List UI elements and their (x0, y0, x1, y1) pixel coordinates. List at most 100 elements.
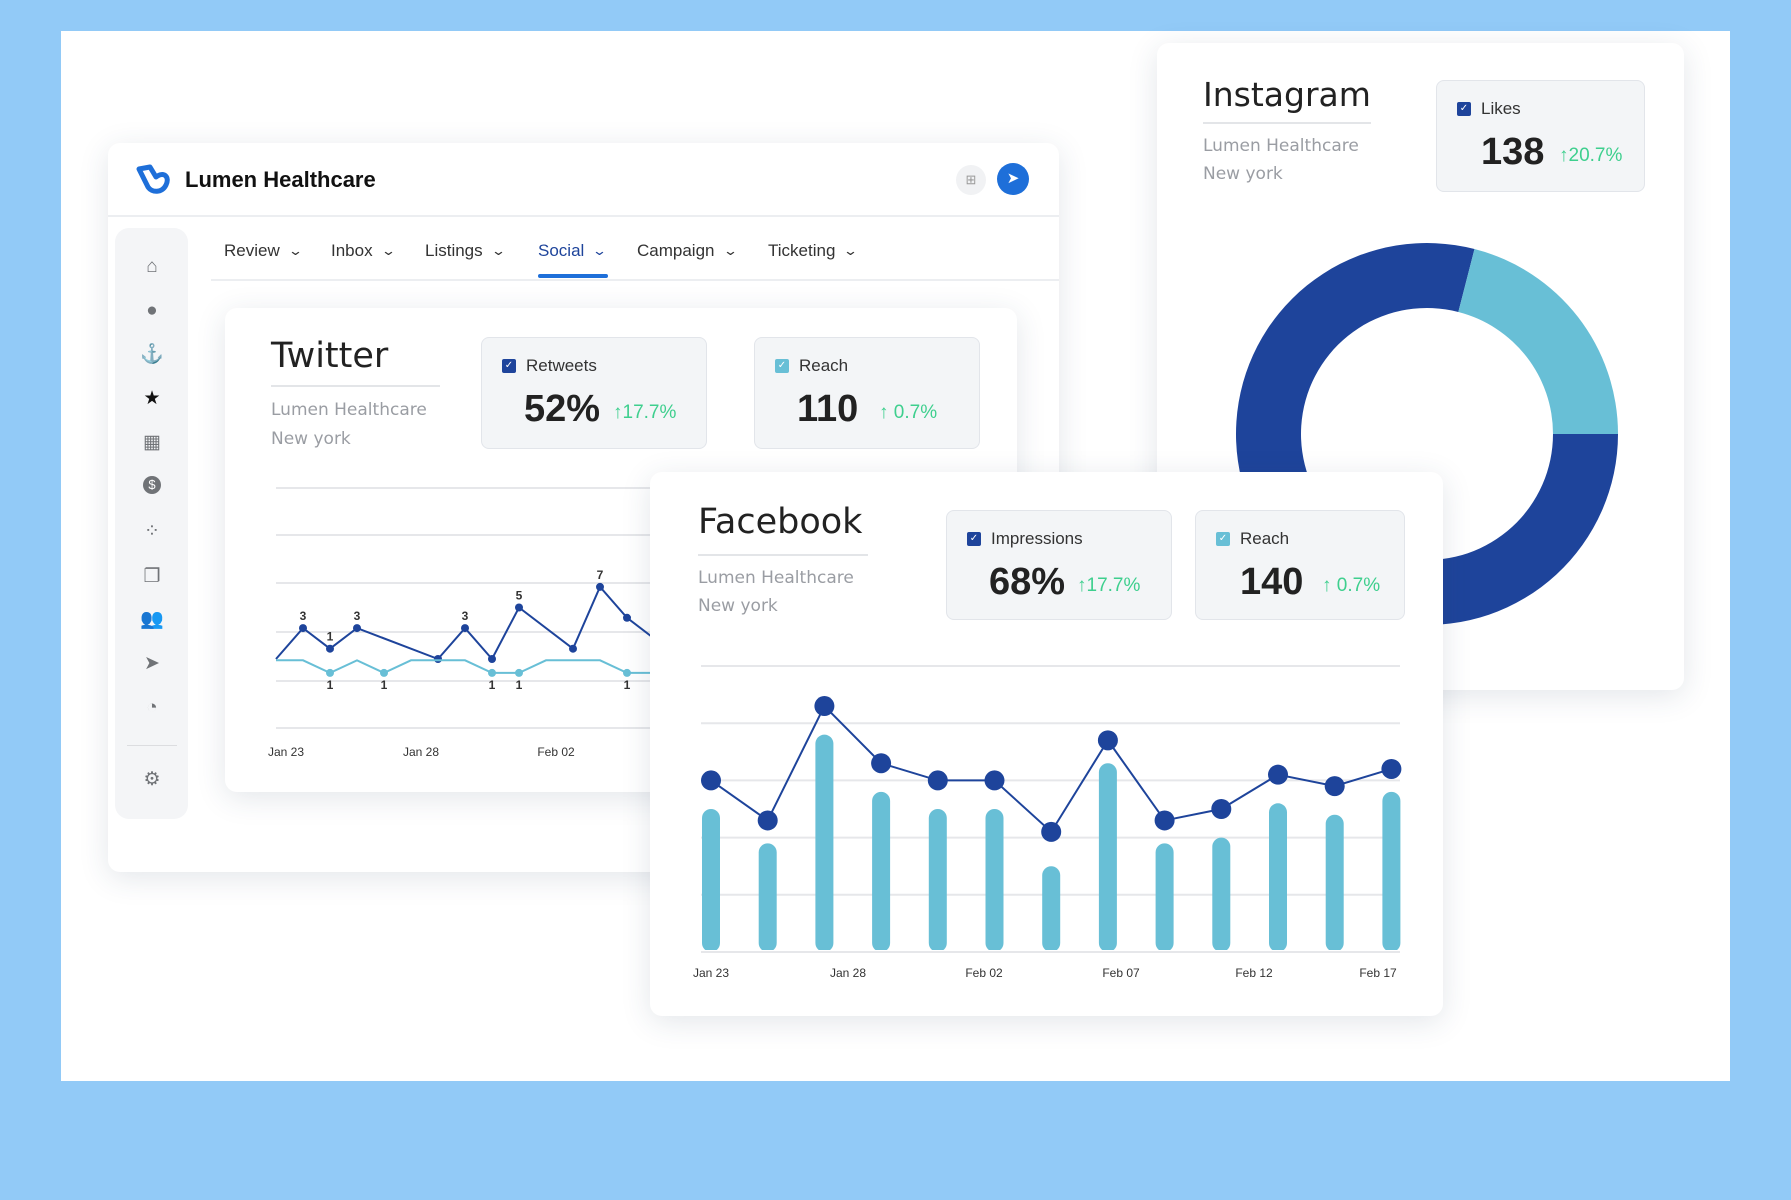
tab-label: Ticketing (768, 241, 836, 260)
metric-change: ↑17.7% (613, 402, 677, 423)
data-point (461, 624, 469, 633)
data-point (1381, 758, 1402, 779)
checkbox-icon[interactable]: ✓ (775, 359, 789, 373)
star-icon[interactable]: ★ (143, 388, 161, 409)
instagram-location: New york (1203, 164, 1283, 184)
metric-value: 52% (524, 388, 601, 430)
data-label: 1 (327, 630, 334, 644)
grid-button[interactable]: ⊞ (956, 165, 986, 195)
metric-value: 140 (1240, 561, 1304, 603)
checkbox-icon[interactable]: ✓ (502, 359, 516, 373)
checkbox-icon[interactable]: ✓ (967, 532, 981, 546)
twitter-org: Lumen Healthcare (271, 400, 427, 420)
bar (1155, 843, 1174, 952)
data-point (380, 668, 388, 677)
checkbox-icon[interactable]: ✓ (1216, 532, 1230, 546)
instagram-org: Lumen Healthcare (1203, 136, 1359, 156)
dollar-icon[interactable]: $ (143, 476, 161, 494)
chat-icon[interactable]: ● (146, 300, 158, 321)
x-tick-label: Feb 02 (965, 966, 1003, 980)
x-tick-label: Jan 23 (268, 745, 304, 759)
title-underline (1203, 122, 1371, 124)
bar (1212, 837, 1231, 952)
metric-label: Reach (1240, 529, 1290, 548)
instagram-title: Instagram (1203, 75, 1371, 114)
anchor-icon[interactable]: ⚓ (140, 344, 164, 365)
facebook-org: Lumen Healthcare (698, 568, 854, 588)
twitter-location: New york (271, 429, 351, 449)
bar (702, 809, 720, 952)
bar (928, 809, 947, 952)
tab-inbox[interactable]: Inbox ⌄ (331, 241, 396, 261)
tab-listings[interactable]: Listings ⌄ (425, 241, 506, 261)
data-point (1041, 821, 1062, 842)
bar (758, 843, 777, 952)
bar (985, 809, 1004, 952)
send-icon[interactable]: ➤ (144, 653, 160, 674)
x-tick-label: Jan 23 (693, 966, 729, 980)
tab-review[interactable]: Review ⌄ (224, 241, 303, 261)
likes-metric[interactable]: ✓ Likes 138 ↑20.7% (1436, 80, 1645, 192)
metric-label: Retweets (526, 356, 597, 375)
home-icon[interactable]: ⌂ (146, 256, 158, 277)
tab-label: Review (224, 241, 280, 260)
tab-label: Listings (425, 241, 483, 260)
donut-slice (1458, 249, 1618, 434)
title-underline (271, 385, 440, 387)
metric-change: ↑17.7% (1077, 575, 1141, 596)
data-label: 3 (354, 609, 361, 623)
data-label: 7 (597, 568, 604, 582)
data-label: 1 (381, 678, 388, 692)
tab-ticketing[interactable]: Ticketing ⌄ (768, 241, 858, 261)
data-point (623, 613, 631, 622)
data-point (871, 753, 892, 774)
tab-campaign[interactable]: Campaign ⌄ (637, 241, 738, 261)
twitter-title: Twitter (271, 336, 389, 376)
sidebar (115, 228, 188, 819)
x-tick-label: Jan 28 (830, 966, 866, 980)
facebook-chart: Jan 23 Jan 28 Feb 02 Feb 07 Feb 12 Feb 17 (690, 665, 1410, 980)
data-point (299, 624, 307, 633)
x-tick-label: Jan 28 (403, 745, 439, 759)
users-icon[interactable]: 👥 (140, 609, 164, 630)
metric-label: Reach (799, 356, 849, 375)
gear-icon[interactable]: ⚙ (143, 769, 161, 790)
x-tick-label: Feb 12 (1235, 966, 1273, 980)
bar (1382, 791, 1401, 952)
qr-icon[interactable]: ▦ (143, 432, 161, 453)
bar (1098, 763, 1117, 952)
data-point (623, 668, 631, 677)
data-point (1268, 764, 1288, 785)
reach-metric[interactable]: ✓ Reach 140 ↑ 0.7% (1195, 510, 1405, 620)
checkbox-icon[interactable]: ✓ (1457, 102, 1471, 116)
tab-social[interactable]: Social ⌄ (538, 241, 608, 261)
bar (815, 734, 834, 952)
send-button[interactable]: ➤ (997, 163, 1029, 195)
tabs-divider (211, 279, 1059, 281)
reach-metric[interactable]: ✓ Reach 110 ↑ 0.7% (754, 337, 980, 449)
impressions-metric[interactable]: ✓ Impressions 68% ↑17.7% (946, 510, 1172, 620)
data-label: 5 (516, 589, 523, 603)
data-point (984, 770, 1005, 791)
retweets-metric[interactable]: ✓ Retweets 52% ↑17.7% (481, 337, 707, 449)
data-label: 1 (624, 678, 631, 692)
logo-icon (136, 164, 170, 194)
metric-value: 110 (797, 388, 859, 430)
series-line (276, 659, 682, 687)
copy-icon[interactable]: ❐ (143, 566, 161, 587)
grid-icon: ⊞ (965, 172, 977, 187)
chevron-down-icon: ⌄ (592, 243, 608, 258)
facebook-card: Facebook Lumen Healthcare New york ✓ Impr… (650, 472, 1443, 1016)
data-point (1211, 799, 1232, 819)
data-point (434, 655, 442, 663)
nodes-icon[interactable]: ⁘ (144, 521, 160, 542)
pie-icon[interactable]: ◔ (146, 697, 158, 718)
data-point (488, 668, 496, 677)
data-label: 3 (300, 609, 307, 623)
data-point (757, 810, 778, 831)
facebook-title: Facebook (698, 502, 863, 542)
tab-label: Inbox (331, 241, 373, 260)
metric-change: ↑20.7% (1559, 145, 1623, 166)
title-underline (698, 554, 868, 556)
data-point (1154, 810, 1175, 831)
